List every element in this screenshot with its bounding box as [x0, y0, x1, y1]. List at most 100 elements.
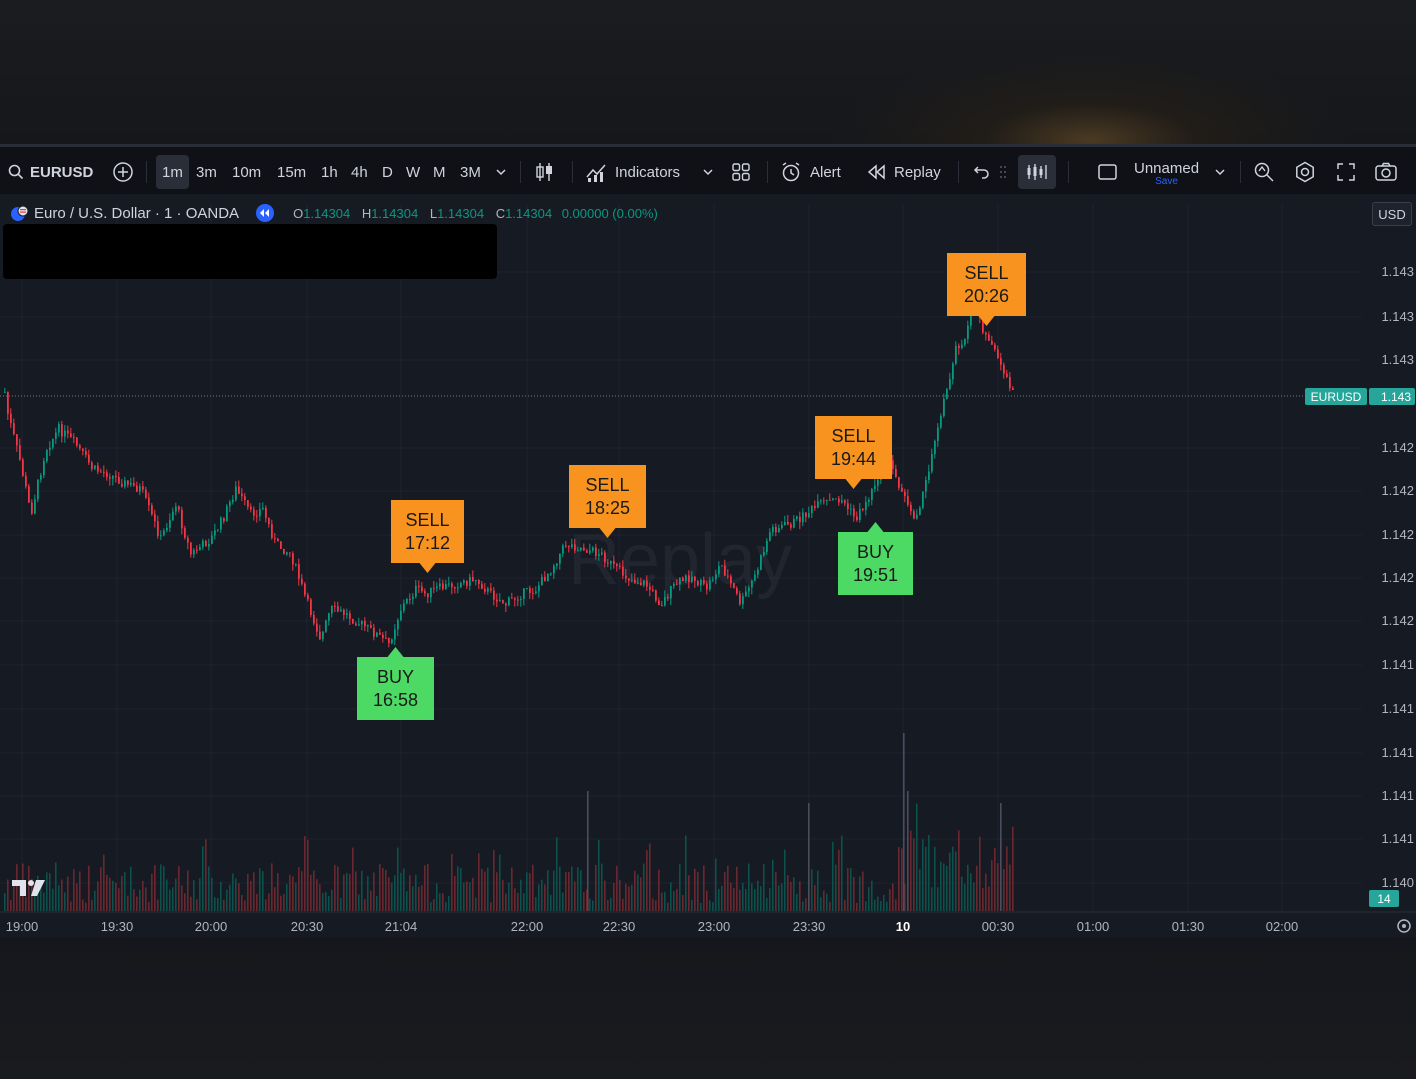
timeframe-10m[interactable]: 10m — [232, 163, 262, 181]
symbol-title[interactable]: Euro / U.S. Dollar · 1 · OANDA — [34, 204, 240, 222]
candle-body — [526, 588, 528, 590]
fullscreen-button[interactable] — [1336, 160, 1356, 184]
volume-bar — [43, 892, 45, 911]
candle-body — [184, 528, 186, 538]
candle-body — [589, 550, 591, 553]
volume-bar — [946, 866, 948, 911]
volume-bar — [697, 871, 699, 911]
candle-body — [337, 606, 339, 612]
indicators-dropdown[interactable] — [702, 160, 714, 184]
candle-body — [130, 482, 132, 485]
replay-indicator[interactable] — [255, 203, 275, 223]
volume-bar — [304, 836, 306, 911]
chart-type-button[interactable] — [535, 160, 555, 184]
candle-body — [622, 566, 624, 576]
timeframe-1m[interactable]: 1m — [156, 155, 189, 189]
signal-time-label: 16:58 — [373, 690, 418, 710]
volume-bar — [283, 893, 285, 911]
volume-bar — [217, 898, 219, 911]
replay-mode-button[interactable] — [1018, 155, 1056, 189]
volume-bar — [169, 889, 171, 911]
low-label: L — [429, 205, 438, 221]
candle-body — [61, 424, 63, 437]
volume-bar — [781, 883, 783, 911]
timeframe-dropdown[interactable] — [495, 160, 507, 184]
volume-bar — [187, 870, 189, 911]
candle-body — [1003, 364, 1005, 374]
timeframe-m[interactable]: M — [433, 163, 446, 181]
price-axis-labels: 1.143 1.143 1.143 1.142 1.142 1.142 1.142 1.142… — [1381, 264, 1414, 890]
indicators-button[interactable]: Indicators — [585, 160, 680, 184]
currency-selector[interactable]: USD — [1372, 202, 1412, 226]
volume-bar — [97, 881, 99, 911]
volume-bar — [313, 870, 315, 911]
auto-scale-icon[interactable] — [1397, 919, 1411, 933]
candle-body — [532, 592, 534, 594]
timeframe-3m-month[interactable]: 3M — [460, 163, 481, 181]
volume-bar — [925, 846, 927, 911]
volume-spike — [903, 733, 905, 911]
snapshot-button[interactable] — [1374, 160, 1398, 184]
change-value: 0.00000 (0.00%) — [561, 205, 658, 221]
volume-bar — [73, 869, 75, 911]
timeframe-w[interactable]: W — [406, 163, 421, 181]
candle-body — [808, 513, 810, 518]
candle-body — [814, 506, 816, 508]
volume-bar — [637, 874, 639, 911]
volume-bar — [934, 846, 936, 911]
settings-button[interactable] — [1294, 160, 1316, 184]
volume-bar — [16, 864, 18, 911]
candle-body — [790, 524, 792, 528]
candle-body — [262, 507, 264, 510]
timeframe-4h[interactable]: 4h — [351, 163, 368, 181]
undo-button[interactable] — [973, 160, 991, 184]
volume-bar — [142, 880, 144, 911]
candle-body — [901, 487, 903, 492]
candle-body — [586, 550, 588, 553]
candle-body — [55, 432, 57, 439]
quick-search-button[interactable] — [1253, 160, 1275, 184]
alert-button[interactable]: Alert — [780, 160, 841, 184]
volume-bar — [517, 892, 519, 911]
volume-spike — [907, 791, 909, 911]
volume-bar — [88, 865, 90, 911]
volume-bar — [178, 866, 180, 911]
symbol-search[interactable]: EURUSD — [8, 160, 93, 184]
time-axis[interactable] — [0, 912, 1416, 937]
candle-body — [679, 577, 681, 585]
replay-button[interactable]: Replay — [868, 160, 941, 184]
layouts-button[interactable] — [731, 160, 751, 184]
price-chart[interactable]: Replay BUY 16:58 SELL 17:12 SELL 18:25 SELL 19:… — [0, 144, 1416, 937]
volume-bar — [664, 891, 666, 911]
layout-checkbox[interactable] — [1097, 160, 1117, 184]
candle-body — [832, 498, 834, 501]
timeframe-15m[interactable]: 15m — [277, 163, 307, 181]
volume-bar — [244, 900, 246, 911]
drag-handle[interactable] — [998, 160, 1008, 184]
candle-body — [493, 590, 495, 600]
candle-body — [226, 506, 228, 522]
open-label: O — [293, 205, 304, 221]
layout-dropdown[interactable] — [1214, 160, 1226, 184]
candle-body — [754, 574, 756, 581]
chevron-down-icon — [1215, 169, 1225, 176]
signal-time-label: 17:12 — [405, 533, 450, 553]
candle-body — [469, 576, 471, 586]
signal-pointer — [867, 522, 884, 532]
volume-bar — [652, 898, 654, 911]
timeframe-d[interactable]: D — [382, 163, 393, 181]
candle-body — [949, 379, 951, 390]
compare-button[interactable] — [112, 160, 134, 184]
candle-body — [370, 625, 372, 628]
candle-body — [982, 317, 984, 333]
price-axis[interactable] — [1362, 204, 1416, 912]
tradingview-logo-icon[interactable] — [12, 878, 48, 898]
volume-bar — [709, 900, 711, 911]
volume-bar — [46, 872, 48, 911]
timeframe-3m[interactable]: 3m — [196, 163, 217, 181]
volume-bar — [811, 869, 813, 911]
timeframe-1h[interactable]: 1h — [321, 163, 338, 181]
chevron-down-icon — [496, 169, 506, 176]
layout-name-button[interactable]: Unnamed Save — [1134, 154, 1199, 192]
signal-type-label: SELL — [405, 510, 449, 530]
